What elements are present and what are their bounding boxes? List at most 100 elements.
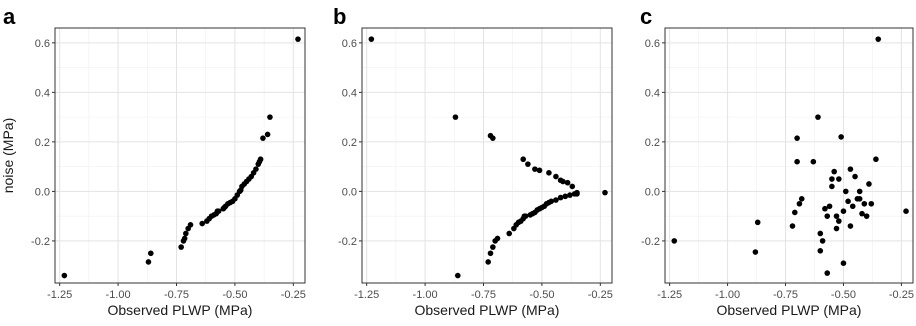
y-tick-label: -0.2: [641, 236, 660, 248]
scatter-point: [840, 260, 847, 266]
scatter-point: [752, 249, 759, 255]
scatter-point: [796, 200, 803, 207]
scatter-point: [829, 183, 835, 190]
scatter-point: [494, 235, 501, 242]
scatter-point: [253, 166, 259, 172]
scatter-point: [522, 213, 529, 219]
scatter-point: [789, 223, 796, 229]
x-tick-label: -0.50: [529, 289, 554, 301]
x-tick-label: -1.25: [354, 289, 379, 301]
scatter-point: [368, 36, 375, 42]
scatter-point: [847, 166, 854, 172]
x-tick-label: -0.50: [831, 289, 856, 301]
scatter-point: [822, 205, 828, 212]
scatter-point: [602, 189, 608, 196]
scatter-point: [557, 177, 564, 184]
scatter-point: [875, 36, 882, 42]
scatter-point: [859, 210, 865, 217]
scatter-point: [553, 173, 559, 180]
x-tick-label: -1.25: [657, 289, 682, 301]
scatter-point: [61, 272, 68, 279]
scatter-point: [178, 244, 184, 250]
y-tick-label: 0.6: [645, 38, 660, 50]
scatter-point: [147, 250, 154, 257]
y-tick-label: 0.4: [35, 87, 50, 99]
scatter-point: [506, 230, 512, 237]
scatter-point: [903, 208, 909, 215]
scatter-point: [264, 131, 271, 138]
plot-area: [362, 28, 612, 283]
panel-c: -1.25 -1.00 -0.75 -0.50 -0.25 -0.2 0.0 0.2 0.4 0.…: [640, 4, 914, 318]
scatter-point: [794, 158, 800, 165]
scatter-point: [836, 176, 842, 182]
x-tick-label: -1.00: [413, 289, 438, 301]
scatter-point: [569, 183, 576, 190]
panel-border: [361, 27, 613, 284]
x-tick-label: -0.75: [471, 289, 496, 301]
scatter-point: [831, 168, 837, 175]
scatter-point: [187, 222, 194, 228]
scatter-point: [824, 213, 831, 219]
y-tick-label: 0.4: [342, 87, 357, 99]
panel-a: -1.25 -1.00 -0.75 -0.50 -0.25 -0.2 0.0 0.2 0.4 0.…: [0, 4, 306, 318]
x-tick-label: -1.25: [47, 289, 72, 301]
scatter-point: [562, 193, 569, 200]
y-tick-label: 0.2: [342, 137, 357, 149]
x-tick-label: -0.25: [889, 289, 914, 301]
scatter-point: [532, 166, 538, 172]
panel-border: [664, 27, 914, 284]
scatter-point: [817, 248, 824, 254]
x-tick-label: -0.25: [281, 289, 306, 301]
x-tick-label: -1.00: [106, 289, 131, 301]
scatter-point: [557, 194, 564, 201]
y-tick-label: 0.2: [645, 137, 660, 149]
scatter-point: [849, 203, 856, 210]
scatter-point: [873, 156, 879, 163]
scatter-point: [257, 156, 264, 163]
scatter-point: [815, 114, 821, 120]
scatter-point: [267, 114, 273, 120]
scatter-point: [181, 235, 188, 242]
scatter-point: [546, 170, 552, 176]
scatter-point: [794, 135, 800, 141]
scatter-point: [833, 213, 840, 219]
panel-border: [54, 27, 306, 284]
scatter-point: [866, 181, 872, 187]
y-axis-title: noise (MPa): [0, 118, 16, 193]
scatter-point: [861, 200, 868, 207]
y-tick-label: 0.0: [35, 186, 50, 198]
panel-b: -1.25 -1.00 -0.75 -0.50 -0.25 -0.2 0.0 0.2 0.4 0.…: [333, 4, 613, 318]
x-tick-label: -0.75: [164, 289, 189, 301]
scatter-point: [671, 238, 678, 244]
x-axis-title: Observed PLWP (MPa): [415, 302, 560, 318]
scatter-point: [548, 198, 555, 205]
scatter-point: [454, 272, 461, 279]
scatter-point: [525, 161, 531, 167]
scatter-point: [819, 238, 826, 244]
scatter-point: [145, 259, 152, 265]
y-tick-label: -0.2: [338, 236, 357, 248]
scatter-point: [452, 114, 459, 120]
scatter-point: [856, 196, 863, 202]
y-tick-label: 0.4: [645, 87, 660, 99]
y-tick-label: 0.6: [35, 38, 50, 50]
x-tick-label: -0.75: [773, 289, 798, 301]
scatter-point: [791, 209, 798, 216]
y-tick-label: 0.0: [645, 186, 660, 198]
scatter-point: [485, 259, 491, 265]
y-tick-label: 0.0: [342, 186, 357, 198]
scatter-point: [826, 203, 833, 210]
scatter-point: [829, 176, 835, 182]
scatter-point: [199, 220, 205, 227]
scatter-point: [215, 208, 222, 215]
scatter-point: [856, 188, 863, 195]
scatter-point: [490, 135, 496, 141]
y-tick-label: 0.6: [342, 38, 357, 50]
scatter-point: [295, 36, 301, 42]
x-tick-label: -1.00: [715, 289, 740, 301]
scatter-point: [817, 230, 824, 237]
panel-label: a: [3, 4, 16, 29]
scatter-point: [553, 197, 559, 203]
scatter-point: [564, 179, 571, 186]
